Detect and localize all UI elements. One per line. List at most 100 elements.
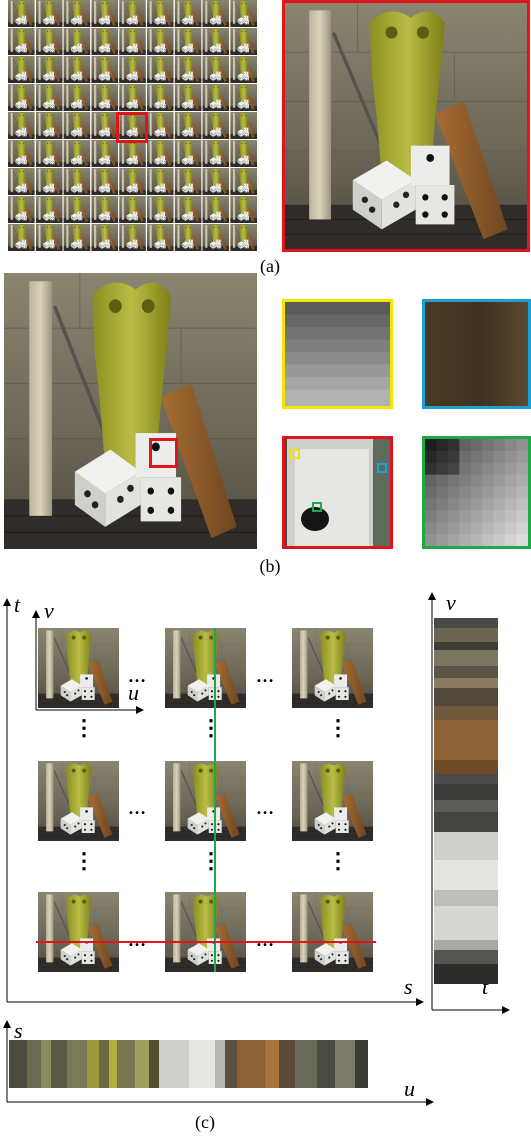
lenslet-tile: [36, 28, 63, 55]
lenslet-tile: [202, 28, 229, 55]
epi-band: [225, 1040, 237, 1088]
epi-band: [109, 1040, 117, 1088]
patch-pixel: [516, 450, 528, 464]
epi-band: [355, 1040, 368, 1088]
lenslet-tile: [230, 56, 257, 83]
lenslet-tile: [230, 168, 257, 195]
epi-band: [434, 964, 498, 984]
patch-pixel: [516, 498, 528, 511]
patch-pixel: [436, 439, 449, 452]
lenslet-tile: [175, 140, 202, 167]
patch-pixel: [482, 510, 495, 523]
patch-pixel: [459, 486, 472, 499]
closeup-marker-green: [312, 502, 322, 512]
axis-label-u: u: [128, 680, 139, 705]
patch-pixel: [482, 439, 495, 452]
lenslet-tile: [91, 224, 118, 251]
lenslet-tile: [64, 112, 91, 139]
zoom-patch-cyan: [422, 299, 531, 409]
ellipsis-h-0b: …: [256, 666, 275, 686]
lenslet-tile: [64, 28, 91, 55]
lenslet-tile: [91, 140, 118, 167]
lenslet-tile: [119, 84, 146, 111]
lenslet-tile: [202, 56, 229, 83]
epi-band: [434, 774, 498, 784]
lenslet-tile: [64, 0, 91, 27]
epi-band: [434, 688, 498, 706]
lenslet-tile: [175, 168, 202, 195]
epi-band: [215, 1040, 225, 1088]
lenslet-tile: [230, 28, 257, 55]
epi-band: [434, 812, 498, 832]
ellipsis-h-2b: …: [256, 930, 275, 950]
lenslet-tile: [119, 168, 146, 195]
sub-view-0-1: [165, 628, 246, 708]
epi-band: [434, 650, 498, 666]
epi-band: [265, 1040, 279, 1088]
lenslet-tile: [175, 224, 202, 251]
lenslet-tile: [175, 56, 202, 83]
lenslet-tile: [36, 84, 63, 111]
epi-band: [434, 906, 498, 940]
patch-pixel: [447, 534, 460, 546]
lenslet-tile: [91, 84, 118, 111]
patch-pixel: [425, 534, 437, 546]
patch-pixel: [470, 534, 483, 546]
sub-view-0-0: [38, 628, 119, 708]
lenslet-tile: [8, 140, 35, 167]
patch-pixel: [425, 510, 437, 523]
lenslet-tile: [147, 168, 174, 195]
patch-pixel: [482, 486, 495, 499]
zoom-patch-red: [282, 436, 393, 549]
patch-pixel: [470, 486, 483, 499]
patch-pixel: [505, 474, 518, 488]
patch-pixel: [425, 498, 437, 511]
lenslet-tile: [91, 112, 118, 139]
patch-pixel: [470, 450, 483, 464]
ellipsis-v-1b: ⋮: [200, 848, 222, 873]
lenslet-tile: [119, 0, 146, 27]
epi-vertical-label-v: v: [446, 590, 456, 615]
caption-c: (c): [195, 1112, 215, 1132]
patch-pixel: [459, 450, 472, 464]
lenslet-tile: [8, 0, 35, 27]
patch-pixel: [425, 450, 437, 464]
closeup-marker-cyan: [377, 463, 387, 473]
epi-slice-icon: [9, 1040, 368, 1088]
epi-band: [9, 1040, 27, 1088]
patch-pixel: [470, 498, 483, 511]
epi-band: [317, 1040, 335, 1088]
epi-band: [434, 760, 498, 774]
patch-pixel: [516, 510, 528, 523]
patch-pixel: [505, 462, 518, 476]
ellipsis-v-1a: ⋮: [73, 848, 95, 873]
lenslet-tile: [202, 196, 229, 223]
epi-band: [99, 1040, 109, 1088]
epi-slice-icon: [434, 618, 498, 984]
lenslet-tile: [64, 224, 91, 251]
patch-pixel: [516, 439, 528, 452]
patch-pixel: [459, 534, 472, 546]
patch-pixel: [505, 510, 518, 523]
patch-pixel: [493, 450, 506, 464]
patch-pixel: [447, 498, 460, 511]
epi-band: [434, 784, 498, 800]
epi-band: [434, 860, 498, 890]
patch-pixel: [459, 474, 472, 488]
scene-thumbnail-icon: [165, 761, 246, 841]
patch-pixel: [493, 534, 506, 546]
patch-pixel: [436, 498, 449, 511]
epi-band: [279, 1040, 295, 1088]
lenslet-tile: [147, 56, 174, 83]
patch-pixel: [459, 462, 472, 476]
patch-pixel: [516, 534, 528, 546]
patch-pixel: [493, 510, 506, 523]
patch-pixel: [482, 498, 495, 511]
patch-pixel: [436, 510, 449, 523]
epi-band: [67, 1040, 87, 1088]
patch-pixel: [482, 462, 495, 476]
lenslet-tile: [202, 140, 229, 167]
patch-pixel: [447, 462, 460, 476]
lenslet-tile: [64, 140, 91, 167]
vertical-epi-slice: [434, 618, 498, 1004]
